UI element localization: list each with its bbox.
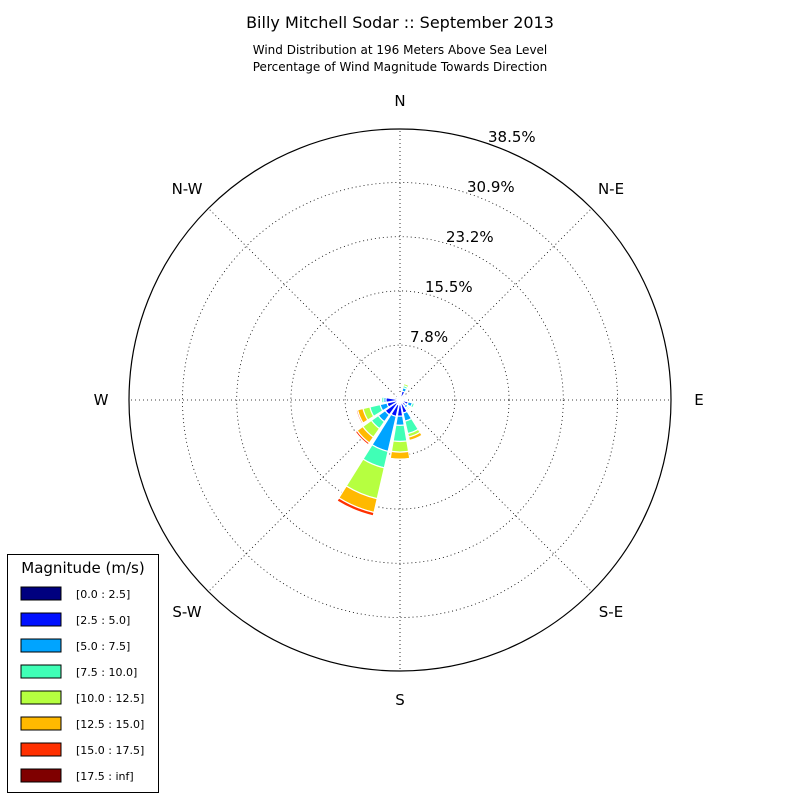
windrose-bar-segment [355,409,364,425]
legend-swatch [20,664,62,679]
grid-ring [344,344,456,456]
legend-swatch [20,690,62,705]
legend-label: [12.5 : 15.0] [76,718,144,731]
direction-label-s: S [395,691,405,709]
legend-swatch [20,742,62,757]
legend-label: [17.5 : inf] [76,770,134,783]
direction-label-n: N [394,92,405,110]
windrose-bar-segment [396,395,400,398]
chart-subtitle-line-1: Wind Distribution at 196 Meters Above Se… [253,43,548,57]
windrose-bar-segment [409,402,416,409]
axis-labels: N N-E E S-E S S-W W N-W 7.8% 15.5% 23.2% 30.9% 38.5% [94,92,704,709]
radial-tick-label: 7.8% [410,328,448,346]
polar-grid [128,128,672,672]
windrose-bar-segment [407,431,423,442]
windrose-bar-segment [395,415,405,426]
legend-label: [15.0 : 17.5] [76,744,144,757]
grid-ring [290,290,510,510]
outer-circle [128,128,672,672]
radial-tick-label: 15.5% [425,278,473,296]
grid-ring [236,236,564,564]
legend-title: Magnitude (m/s) [21,559,144,577]
legend: Magnitude (m/s) [0.0 : 2.5] [2.5 : 5.0] [5.… [7,554,159,793]
grid-spoke [208,208,401,401]
direction-label-n-w: N-W [172,180,203,198]
direction-label-s-e: S-E [599,603,623,621]
grid-spoke [399,208,592,401]
direction-label-e: E [694,391,703,409]
radial-tick-label: 38.5% [488,128,536,146]
windrose-bar-segment [392,424,408,443]
windrose-bar-segment [389,450,411,460]
legend-swatch [20,768,62,783]
windrose-bar-segment [354,429,371,446]
legend-label: [7.5 : 10.0] [76,666,137,679]
direction-label-w: W [94,391,109,409]
radial-tick-label: 23.2% [446,228,494,246]
grid-ring [182,182,618,618]
legend-swatch [20,586,62,601]
legend-label: [10.0 : 12.5] [76,692,144,705]
chart-subtitle-line-2: Percentage of Wind Magnitude Towards Dir… [253,60,547,74]
windrose-bar-segment [390,440,410,453]
windrose-bar-segment [336,497,375,517]
windrose-bar-segment [402,394,406,398]
windrose-bars [336,382,423,517]
chart-title: Billy Mitchell Sodar :: September 2013 [246,13,554,32]
grid-spoke [399,399,592,592]
legend-label: [0.0 : 2.5] [76,588,130,601]
legend-swatch [20,716,62,731]
windrose-bar-segment [405,405,412,412]
legend-swatch [20,612,62,627]
legend-label: [2.5 : 5.0] [76,614,130,627]
radial-tick-label: 30.9% [467,178,515,196]
legend-swatch [20,638,62,653]
windrose-bar-segment [381,396,385,404]
windrose-bar-segment [402,382,410,389]
direction-label-s-w: S-W [172,603,201,621]
direction-label-n-e: N-E [598,180,624,198]
legend-label: [5.0 : 7.5] [76,640,130,653]
